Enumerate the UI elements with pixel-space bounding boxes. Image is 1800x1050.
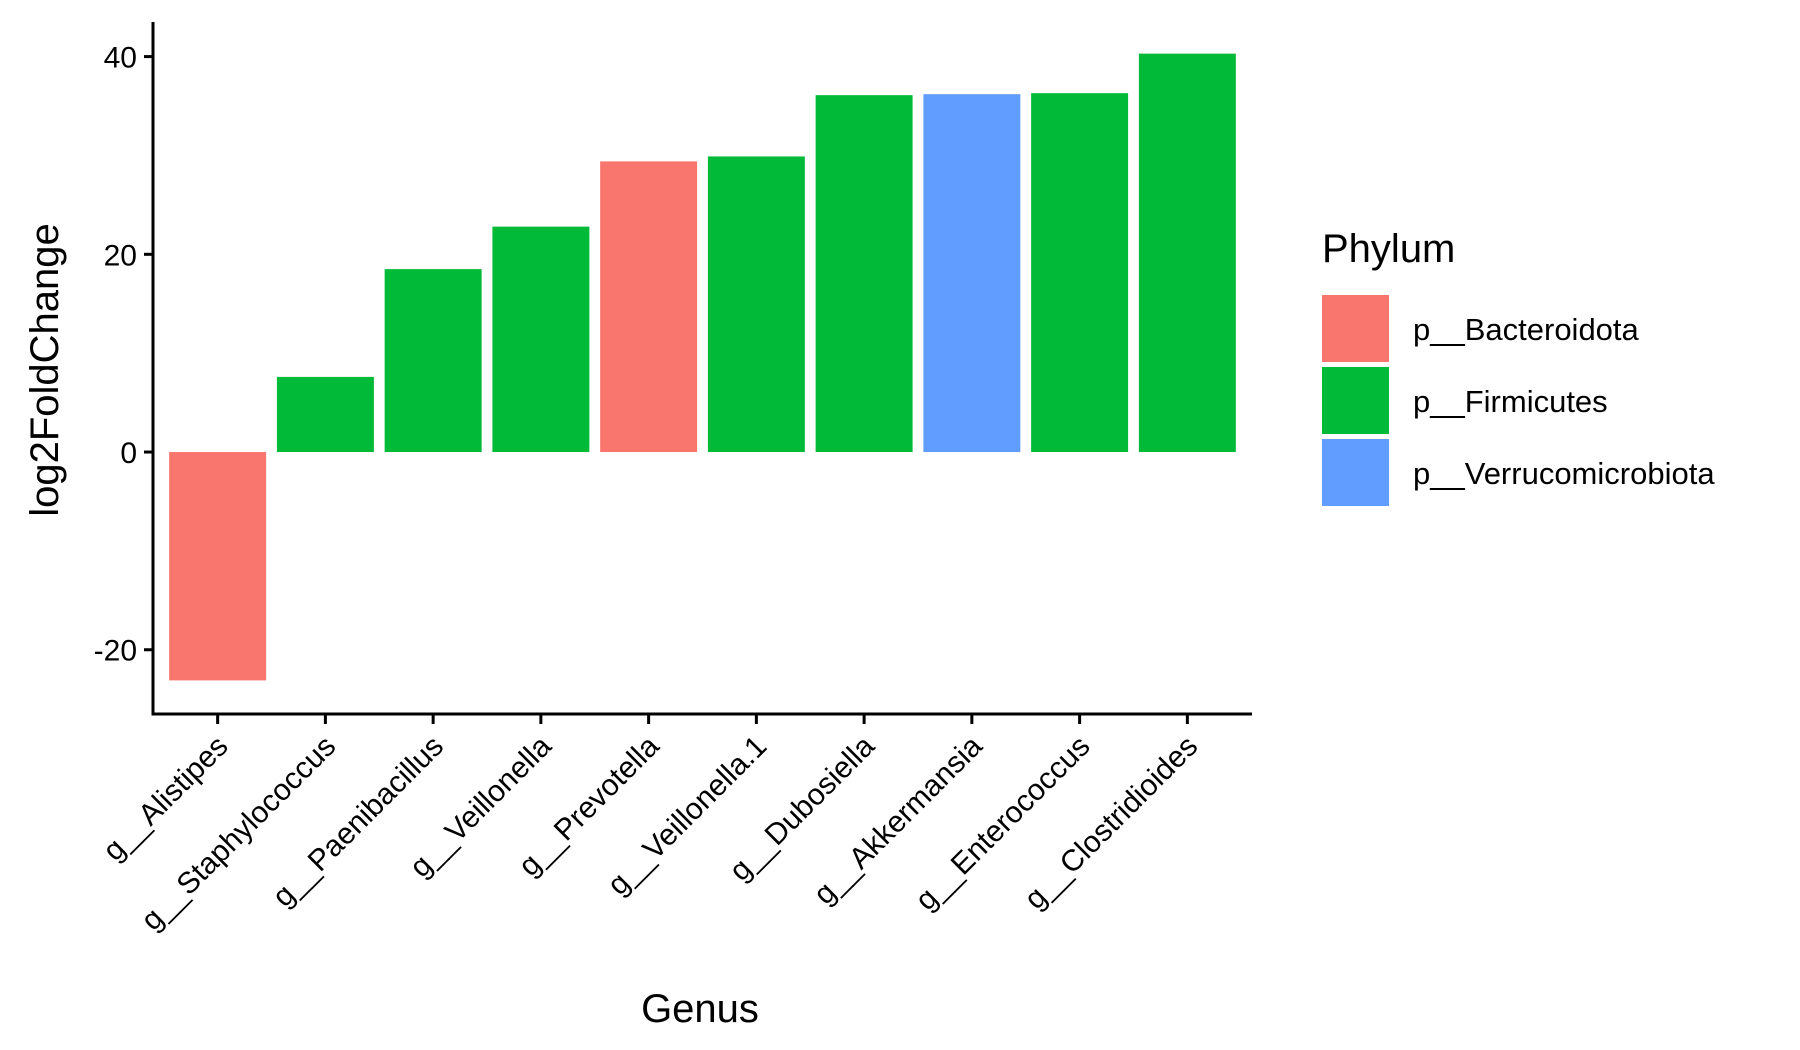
y-tick-label: 40 bbox=[104, 42, 137, 75]
y-axis-title: log2FoldChange bbox=[23, 223, 67, 517]
bar-g-staphylococcus bbox=[276, 376, 374, 453]
y-tick-label: 0 bbox=[120, 437, 137, 470]
bar-g-clostridioides bbox=[1138, 53, 1236, 453]
y-tick-label: 20 bbox=[104, 239, 137, 272]
bar-g-veillonella bbox=[492, 226, 590, 453]
legend: Phylum p__Bacteroidota p__Firmicutes p__Ve… bbox=[1322, 227, 1715, 506]
bar-g-veillonella-1 bbox=[707, 156, 805, 453]
y-ticks: -20 0 20 40 bbox=[94, 42, 153, 668]
legend-label: p__Verrucomicrobiota bbox=[1413, 456, 1715, 491]
bar-g-enterococcus bbox=[1031, 93, 1129, 453]
bar-g-alistipes bbox=[169, 452, 267, 681]
legend-label: p__Firmicutes bbox=[1413, 384, 1608, 419]
legend-swatch bbox=[1322, 367, 1389, 434]
y-tick-label: -20 bbox=[94, 635, 137, 668]
x-tick-label: g__Staphylococcus bbox=[135, 730, 342, 937]
bar-g-dubosiella bbox=[815, 95, 913, 453]
legend-label: p__Bacteroidota bbox=[1413, 312, 1640, 347]
bar-g-prevotella bbox=[600, 161, 698, 453]
legend-swatch bbox=[1322, 439, 1389, 506]
legend-swatch bbox=[1322, 295, 1389, 362]
bar-g-akkermansia bbox=[923, 94, 1021, 453]
axes-layer bbox=[151, 22, 1252, 716]
bar-g-paenibacillus bbox=[384, 269, 482, 453]
x-axis-title: Genus bbox=[641, 987, 759, 1031]
x-ticks: g__Alistipesg__Staphylococcusg__Paenibac… bbox=[97, 714, 1204, 937]
legend-title: Phylum bbox=[1322, 227, 1455, 271]
bars-layer bbox=[169, 53, 1236, 681]
